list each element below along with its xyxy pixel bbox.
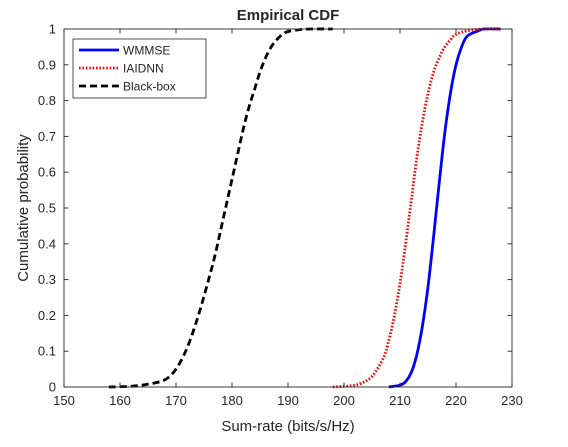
- y-tick-label: 0.5: [38, 201, 56, 216]
- y-tick-label: 0.7: [38, 129, 56, 144]
- y-tick-label: 0.9: [38, 57, 56, 72]
- y-tick-label: 0.8: [38, 93, 56, 108]
- y-tick-label: 0: [49, 380, 56, 395]
- legend: WMMSE IAIDNN Black-box: [72, 38, 207, 99]
- y-tick-label: 0.1: [38, 344, 56, 359]
- chart-title: Empirical CDF: [237, 7, 340, 24]
- legend-label: Black-box: [123, 80, 176, 94]
- x-tick-label: 150: [53, 393, 75, 408]
- legend-label: IAIDNN: [123, 62, 164, 76]
- x-tick-label: 180: [221, 393, 243, 408]
- series-line-black-box: [108, 27, 333, 389]
- y-tick-label: 0.2: [38, 308, 56, 323]
- x-tick-label: 210: [389, 393, 411, 408]
- legend-label: WMMSE: [123, 44, 170, 58]
- x-tick-label: 200: [333, 393, 355, 408]
- legend-items: WMMSE IAIDNN Black-box: [79, 44, 176, 94]
- x-tick-label: 220: [445, 393, 467, 408]
- axes-layer: 150 160 170 180 190 200 210 220 230 0 0.1 0.2 0.3 0.4…: [38, 22, 523, 409]
- series-line-iaidnn: [332, 27, 501, 389]
- y-tick-label: 1: [49, 22, 56, 37]
- x-tick-label: 230: [501, 393, 523, 408]
- y-tick-label: 0.6: [38, 165, 56, 180]
- x-axis-label: Sum-rate (bits/s/Hz): [221, 418, 354, 435]
- y-tick-label: 0.3: [38, 272, 56, 287]
- y-axis-label: Cumulative probability: [15, 134, 32, 282]
- y-tick-label: 0.4: [38, 236, 56, 251]
- series-layer: [108, 27, 501, 389]
- x-tick-label: 160: [109, 393, 131, 408]
- series-line-wmmse: [388, 27, 501, 389]
- x-tick-label: 190: [277, 393, 299, 408]
- x-tick-label: 170: [165, 393, 187, 408]
